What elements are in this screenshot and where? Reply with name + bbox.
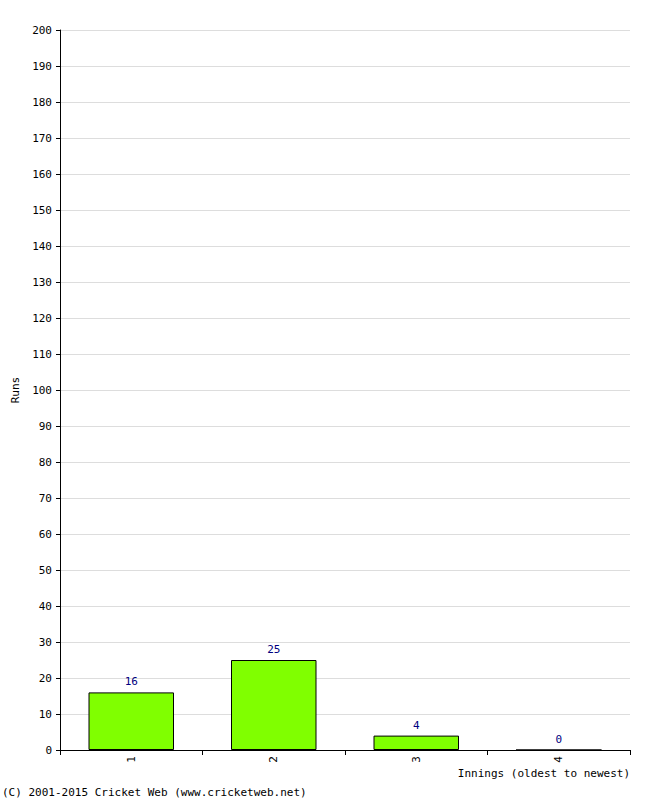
svg-text:80: 80 xyxy=(39,456,52,469)
svg-text:4: 4 xyxy=(552,756,565,763)
svg-text:150: 150 xyxy=(32,204,52,217)
svg-text:(C) 2001-2015 Cricket Web (www: (C) 2001-2015 Cricket Web (www.cricketwe… xyxy=(2,786,307,799)
svg-text:0: 0 xyxy=(45,744,52,757)
svg-text:90: 90 xyxy=(39,420,52,433)
svg-text:170: 170 xyxy=(32,132,52,145)
svg-text:40: 40 xyxy=(39,600,52,613)
svg-text:130: 130 xyxy=(32,276,52,289)
svg-text:1: 1 xyxy=(125,756,138,763)
svg-text:50: 50 xyxy=(39,564,52,577)
svg-text:Innings (oldest to newest): Innings (oldest to newest) xyxy=(458,767,630,780)
svg-text:0: 0 xyxy=(555,733,562,746)
svg-text:70: 70 xyxy=(39,492,52,505)
svg-text:100: 100 xyxy=(32,384,52,397)
svg-text:180: 180 xyxy=(32,96,52,109)
svg-text:60: 60 xyxy=(39,528,52,541)
svg-text:4: 4 xyxy=(413,719,420,732)
svg-text:160: 160 xyxy=(32,168,52,181)
svg-text:120: 120 xyxy=(32,312,52,325)
svg-text:190: 190 xyxy=(32,60,52,73)
svg-text:3: 3 xyxy=(410,756,423,763)
svg-text:110: 110 xyxy=(32,348,52,361)
svg-text:140: 140 xyxy=(32,240,52,253)
svg-text:25: 25 xyxy=(267,643,280,656)
svg-text:20: 20 xyxy=(39,672,52,685)
svg-text:Runs: Runs xyxy=(9,377,22,404)
svg-text:2: 2 xyxy=(267,756,280,763)
svg-text:30: 30 xyxy=(39,636,52,649)
svg-text:200: 200 xyxy=(32,24,52,37)
svg-text:16: 16 xyxy=(125,675,138,688)
svg-text:10: 10 xyxy=(39,708,52,721)
